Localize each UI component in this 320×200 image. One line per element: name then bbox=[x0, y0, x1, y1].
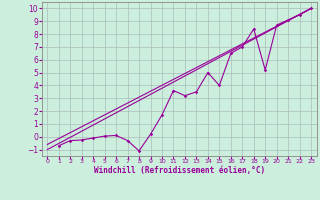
X-axis label: Windchill (Refroidissement éolien,°C): Windchill (Refroidissement éolien,°C) bbox=[94, 166, 265, 175]
